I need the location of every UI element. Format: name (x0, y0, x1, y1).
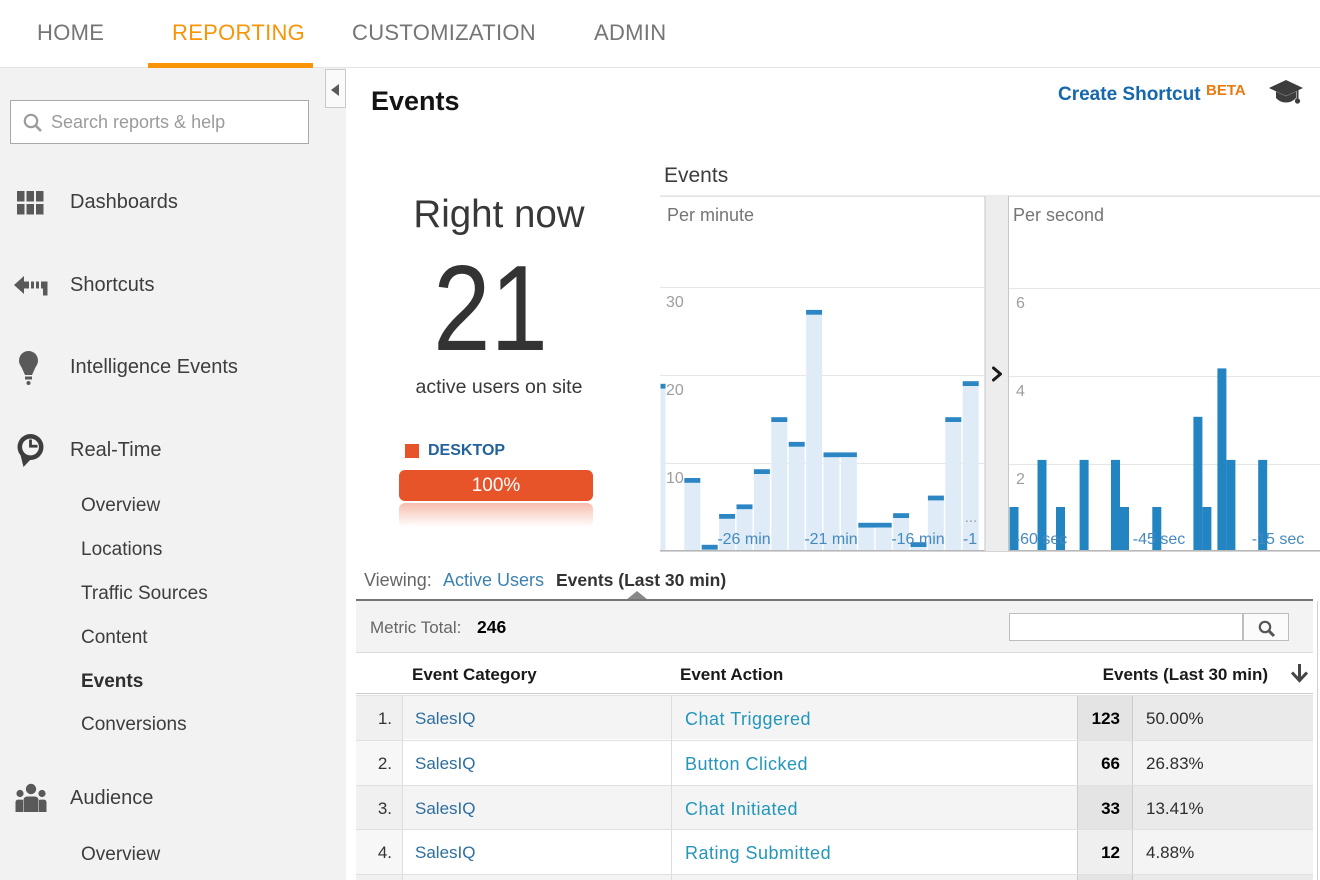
svg-text:-16 min: -16 min (891, 531, 944, 548)
svg-text:2: 2 (1016, 471, 1025, 488)
svg-text:4: 4 (1016, 383, 1025, 400)
svg-text:Per minute: Per minute (667, 205, 754, 225)
svg-text:...: ... (965, 509, 978, 526)
svg-text:-15 sec: -15 sec (1252, 531, 1304, 548)
svg-text:30: 30 (666, 294, 684, 311)
svg-text:10: 10 (666, 470, 684, 487)
svg-text:-26 min: -26 min (717, 531, 770, 548)
svg-text:-1: -1 (963, 531, 977, 548)
svg-text:Per second: Per second (1013, 205, 1104, 225)
svg-text:-21 min: -21 min (804, 531, 857, 548)
svg-text:6: 6 (1016, 295, 1025, 312)
svg-text:-60 sec: -60 sec (1015, 531, 1067, 548)
svg-text:20: 20 (666, 382, 684, 399)
svg-text:-45 sec: -45 sec (1133, 531, 1185, 548)
